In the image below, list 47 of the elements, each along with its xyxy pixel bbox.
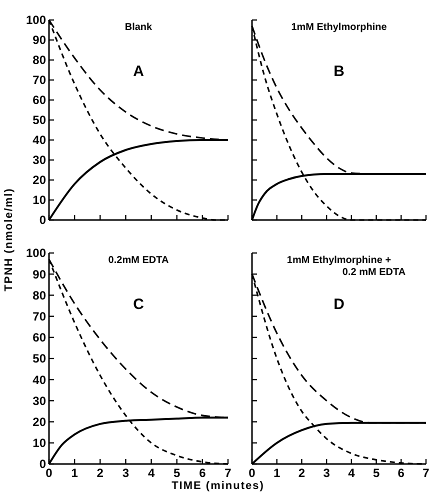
x-tick-label: 2 xyxy=(96,466,104,480)
chart-title: 0.2mM EDTA xyxy=(108,255,169,266)
y-tick-label: 10 xyxy=(32,436,46,450)
x-tick-label: 2 xyxy=(298,466,306,480)
y-tick-label: 0 xyxy=(39,213,46,228)
y-tick-label: 80 xyxy=(32,53,46,68)
x-tick-label: 4 xyxy=(348,466,356,480)
y-tick-label: 90 xyxy=(32,267,46,282)
x-tick-label: 7 xyxy=(224,466,232,480)
x-tick-label: 5 xyxy=(174,466,181,480)
text: 0.2 mM EDTA xyxy=(342,267,406,278)
y-axis-title: TPNH (nmole/ml) xyxy=(3,188,15,292)
y-tick-label: 50 xyxy=(32,113,46,128)
x-tick-label: 3 xyxy=(122,466,130,480)
y-tick-label: 20 xyxy=(32,415,46,429)
x-tick-label: 7 xyxy=(422,466,430,480)
annotation: C xyxy=(133,296,144,313)
x-tick-label: 6 xyxy=(398,466,405,480)
chart-title: 1mM Ethylmorphine + xyxy=(286,255,392,266)
y-tick-label: 30 xyxy=(32,153,46,168)
y-tick-label: 70 xyxy=(32,310,46,324)
y-tick-label: 60 xyxy=(32,93,46,108)
y-tick-label: 40 xyxy=(32,133,46,148)
y-tick-label: 20 xyxy=(32,173,46,188)
x-tick-label: 0 xyxy=(248,466,256,480)
x-tick-label: 6 xyxy=(199,466,206,480)
x-axis-title: TIME (minutes) xyxy=(172,480,264,492)
y-tick-label: 10 xyxy=(32,193,46,208)
annotation: D xyxy=(334,296,345,313)
y-tick-label: 50 xyxy=(32,352,46,366)
x-tick-label: 3 xyxy=(323,466,330,480)
chart-title: 1mM Ethylmorphine xyxy=(291,22,388,33)
y-tick-label: 40 xyxy=(32,372,46,387)
x-tick-label: 1 xyxy=(274,466,281,480)
annotation: A xyxy=(133,63,144,80)
annotation: B xyxy=(334,63,345,80)
y-tick-label: 100 xyxy=(26,13,46,28)
x-tick-label: 4 xyxy=(148,466,155,480)
x-tick-label: 1 xyxy=(71,466,78,480)
y-tick-label: 70 xyxy=(32,73,46,88)
y-tick-label: 100 xyxy=(26,246,46,260)
y-tick-label: 80 xyxy=(32,288,46,302)
chart-title: Blank xyxy=(124,22,153,33)
y-tick-label: 90 xyxy=(32,33,46,48)
y-tick-label: 60 xyxy=(32,330,46,345)
y-tick-label: 30 xyxy=(32,394,46,408)
x-tick-label: 5 xyxy=(372,466,380,480)
